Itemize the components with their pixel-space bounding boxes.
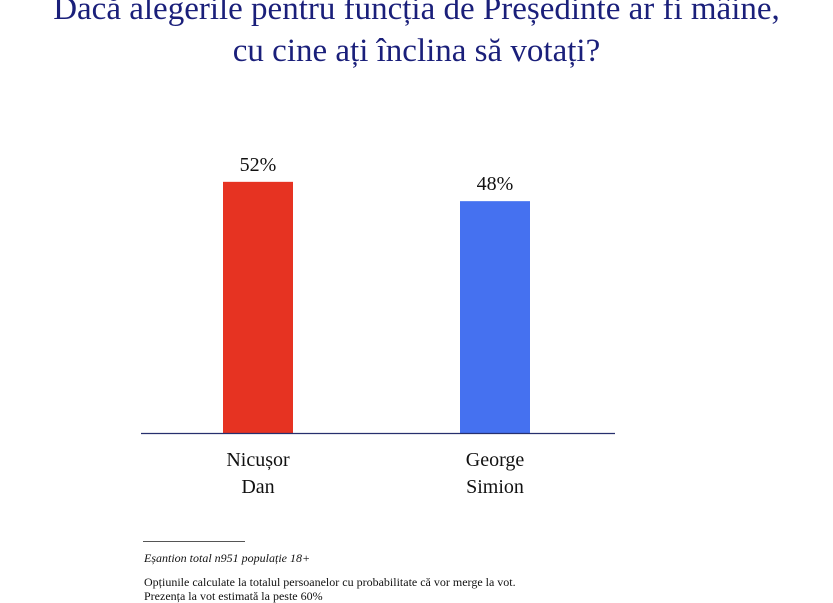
bar-1 <box>223 181 293 433</box>
category-label-2-line-1: George <box>466 449 525 471</box>
bar-value-label-1: 52% <box>240 154 277 176</box>
footnote-divider <box>143 541 245 542</box>
bar-2 <box>460 201 530 433</box>
category-label-1-line-1: Nicușor <box>226 449 290 471</box>
footnote-note-1: Opțiunile calculate la totalul persoanel… <box>144 575 516 589</box>
chart-title: Dacă alegerile pentru funcția de Președi… <box>0 0 833 72</box>
chart-title-line-1: Dacă alegerile pentru funcția de Președi… <box>53 0 780 27</box>
footnote-note-2: Prezența la vot estimată la peste 60% <box>144 589 323 603</box>
category-label-1-line-2: Dan <box>241 476 274 498</box>
bar-value-label-2: 48% <box>477 173 514 195</box>
chart-title-line-2: cu cine ați înclina să votați? <box>232 33 601 69</box>
category-label-2-line-2: Simion <box>466 476 524 498</box>
footnote-sample: Eșantion total n951 populație 18+ <box>144 551 311 565</box>
